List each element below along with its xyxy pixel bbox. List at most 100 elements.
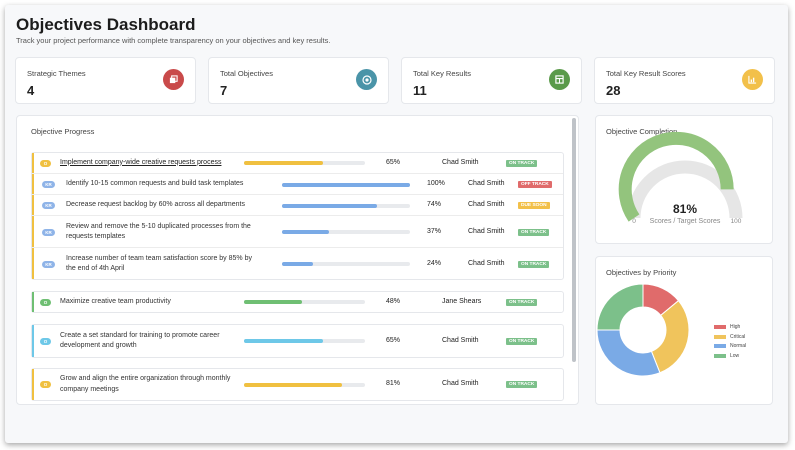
completion-value: 81% bbox=[673, 202, 697, 216]
objective-title: Grow and align the entire organization t… bbox=[60, 375, 231, 393]
key-result-badge: KR bbox=[42, 202, 55, 209]
legend-label: High bbox=[730, 324, 741, 330]
objective-title: Create a set standard for training to pr… bbox=[60, 331, 220, 350]
progress-bar bbox=[244, 300, 365, 304]
chart-icon bbox=[742, 69, 763, 90]
owner-name: Chad Smith bbox=[468, 259, 505, 267]
legend-swatch bbox=[714, 334, 726, 339]
legend-item-normal[interactable]: Normal bbox=[714, 343, 746, 349]
group-accent bbox=[32, 369, 34, 400]
legend-label: Low bbox=[730, 352, 740, 359]
progress-bar bbox=[244, 161, 365, 165]
group-accent bbox=[32, 292, 34, 312]
legend-item-low[interactable]: Low bbox=[714, 353, 739, 359]
stat-card-total-objectives: Total Objectives 7 bbox=[208, 57, 389, 104]
objective-row[interactable]: O Implement company-wide creative request… bbox=[32, 153, 563, 173]
gauge-min-label: 0 bbox=[632, 218, 636, 225]
objective-progress-title: Objective Progress bbox=[31, 127, 95, 136]
objective-badge: O bbox=[40, 159, 51, 167]
legend-swatch bbox=[714, 325, 726, 329]
progress-percent: 37% bbox=[427, 227, 442, 235]
key-result-row[interactable]: KR Decrease request backlog by 60% across… bbox=[32, 194, 563, 215]
gauge-max-label: 100 bbox=[731, 218, 742, 225]
progress-bar-fill bbox=[244, 339, 323, 343]
key-result-title: Decrease request backlog by 60% across a… bbox=[66, 201, 245, 208]
stat-label: Total Key Results bbox=[413, 69, 471, 78]
stat-value: 11 bbox=[413, 83, 427, 98]
priority-donut-chart bbox=[596, 283, 690, 377]
objective-badge: O bbox=[40, 298, 51, 306]
status-badge: ON TRACK bbox=[506, 381, 538, 388]
owner-name: Chad Smith bbox=[468, 180, 505, 187]
key-result-row[interactable]: KR Review and remove the 5-10 duplicated … bbox=[32, 215, 563, 247]
objective-completion-card: Objective Completion 81% Scores / Target … bbox=[595, 115, 773, 244]
donut-slice-normal[interactable] bbox=[596, 329, 661, 377]
progress-percent: 48% bbox=[386, 297, 401, 305]
stat-card-strategic-themes: Strategic Themes 4 bbox=[15, 57, 196, 104]
key-result-badge: KR bbox=[42, 181, 55, 188]
page-title: Objectives Dashboard bbox=[16, 15, 196, 34]
objective-badge: O bbox=[40, 381, 51, 388]
owner-name: Chad Smith bbox=[468, 227, 505, 235]
scrollbar[interactable] bbox=[572, 118, 576, 362]
status-badge: ON TRACK bbox=[506, 337, 538, 345]
status-badge: ON TRACK bbox=[518, 260, 550, 268]
key-result-badge: KR bbox=[42, 228, 55, 236]
objective-row[interactable]: O Maximize creative team productivity 48% J… bbox=[32, 292, 563, 312]
progress-bar bbox=[282, 262, 410, 266]
objectives-by-priority-title: Objectives by Priority bbox=[606, 268, 677, 277]
progress-percent: 24% bbox=[427, 259, 442, 267]
group-accent bbox=[32, 153, 34, 279]
key-result-title: Review and remove the 5-10 duplicated pr… bbox=[66, 222, 251, 241]
progress-bar-fill bbox=[282, 182, 410, 187]
owner-name: Chad Smith bbox=[442, 380, 479, 387]
objective-completion-title: Objective Completion bbox=[606, 127, 678, 136]
status-badge: ON TRACK bbox=[506, 159, 538, 167]
donut-slice-low[interactable] bbox=[596, 283, 644, 331]
objective-group: O Maximize creative team productivity 48% J… bbox=[31, 291, 564, 313]
key-result-title: Identify 10-15 common requests and build… bbox=[66, 180, 244, 187]
donut-slice-critical[interactable] bbox=[650, 299, 690, 374]
progress-bar bbox=[282, 182, 410, 187]
objective-row[interactable]: O Grow and align the entire organization … bbox=[32, 369, 563, 400]
status-badge: ON TRACK bbox=[518, 228, 550, 236]
progress-bar bbox=[282, 230, 410, 234]
grid-icon bbox=[549, 69, 570, 90]
group-accent bbox=[32, 325, 34, 357]
owner-name: Chad Smith bbox=[442, 158, 479, 166]
progress-percent: 100% bbox=[427, 180, 445, 187]
legend-label: Normal bbox=[730, 343, 747, 349]
owner-name: Chad Smith bbox=[468, 201, 505, 208]
progress-bar-fill bbox=[282, 230, 330, 234]
stat-value: 28 bbox=[606, 83, 621, 98]
status-badge: DUE SOON bbox=[518, 202, 550, 209]
key-result-badge: KR bbox=[42, 260, 55, 268]
dashboard-window: Objectives Dashboard Track your project … bbox=[5, 5, 788, 443]
legend-swatch bbox=[714, 344, 726, 348]
objective-group: O Create a set standard for training to p… bbox=[31, 324, 564, 358]
progress-percent: 74% bbox=[427, 201, 442, 208]
owner-name: Chad Smith bbox=[442, 336, 479, 344]
legend-swatch bbox=[714, 353, 726, 358]
progress-bar-fill bbox=[244, 382, 342, 387]
target-icon bbox=[356, 69, 377, 90]
legend-item-high[interactable]: High bbox=[714, 324, 740, 330]
status-badge: ON TRACK bbox=[506, 298, 538, 306]
legend-label: Critical bbox=[730, 333, 746, 340]
objective-row[interactable]: O Create a set standard for training to p… bbox=[32, 325, 563, 357]
progress-bar bbox=[244, 382, 365, 387]
objective-title: Maximize creative team productivity bbox=[60, 297, 171, 305]
objective-title[interactable]: Implement company-wide creative requests… bbox=[60, 158, 222, 166]
key-result-row[interactable]: KR Identify 10-15 common requests and bui… bbox=[32, 173, 563, 194]
stat-card-total-key-results: Total Key Results 11 bbox=[401, 57, 582, 104]
key-result-row[interactable]: KR Increase number of team team satisfact… bbox=[32, 247, 563, 279]
progress-bar-fill bbox=[282, 262, 313, 266]
stack-icon bbox=[163, 69, 184, 90]
stat-label: Total Key Result Scores bbox=[606, 69, 686, 78]
stat-value: 4 bbox=[27, 83, 35, 98]
progress-bar-fill bbox=[244, 300, 303, 304]
legend-item-critical[interactable]: Critical bbox=[714, 334, 745, 340]
completion-gauge: 81% Scores / Target Scores 0 100 bbox=[618, 131, 743, 225]
page-subtitle: Track your project performance with comp… bbox=[16, 36, 331, 45]
completion-caption: Scores / Target Scores bbox=[650, 218, 721, 225]
